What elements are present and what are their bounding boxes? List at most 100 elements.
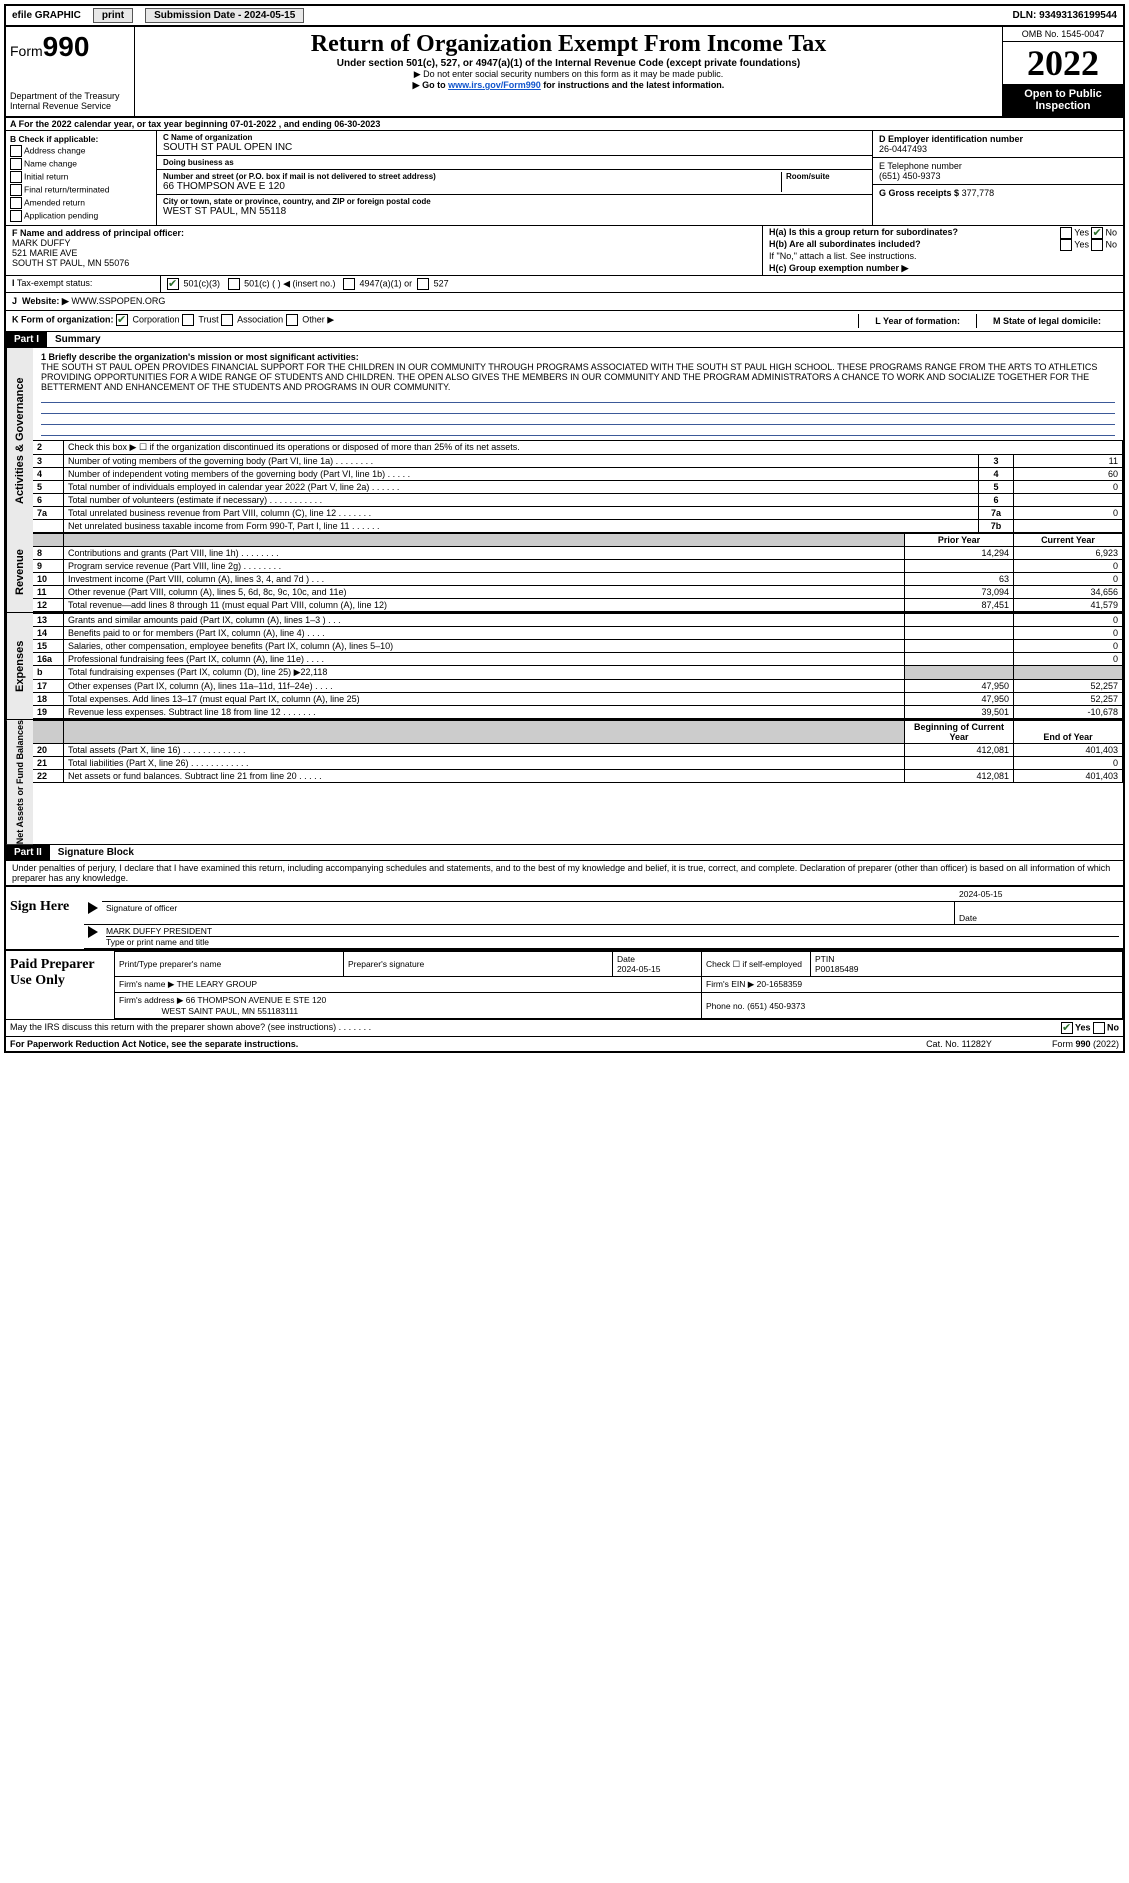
row-j: J Website: ▶ WWW.SSPOPEN.ORG <box>6 293 1123 311</box>
chk-corp[interactable] <box>116 314 128 326</box>
triangle-icon <box>88 902 98 914</box>
row-i: I Tax-exempt status: 501(c)(3) 501(c) ( … <box>6 276 1123 293</box>
officer-addr1: 521 MARIE AVE <box>12 248 77 258</box>
b-header: B Check if applicable: <box>10 134 98 144</box>
pra-notice: For Paperwork Reduction Act Notice, see … <box>10 1039 298 1049</box>
efile-label: efile GRAPHIC <box>12 10 81 21</box>
b-item-3: Final return/terminated <box>24 184 110 194</box>
chk-app-pending[interactable] <box>10 210 22 222</box>
form-word: Form <box>10 43 43 59</box>
part-2-header: Part II Signature Block <box>6 845 1123 861</box>
g-lbl: G Gross receipts $ <box>879 188 959 198</box>
footer: For Paperwork Reduction Act Notice, see … <box>6 1036 1123 1051</box>
i-o1: 501(c)(3) <box>184 278 221 288</box>
irs-label: Internal Revenue Service <box>10 101 130 111</box>
c-name-lbl: C Name of organization <box>163 133 866 142</box>
officer-name: MARK DUFFY <box>12 238 71 248</box>
d-lbl: D Employer identification number <box>879 134 1023 144</box>
k-o2: Trust <box>198 314 218 324</box>
b-item-2: Initial return <box>24 171 68 181</box>
row-k: K Form of organization: Corporation Trus… <box>6 311 1123 332</box>
part1-hdr: Part I <box>6 332 47 347</box>
tax-year: 2022 <box>1003 42 1123 84</box>
form990-link[interactable]: www.irs.gov/Form990 <box>448 80 541 90</box>
chk-initial-return[interactable] <box>10 171 22 183</box>
chk-name-change[interactable] <box>10 158 22 170</box>
part-1-header: Part I Summary <box>6 332 1123 348</box>
cat-no: Cat. No. 11282Y <box>926 1039 992 1049</box>
b-item-0: Address change <box>24 145 85 155</box>
sig-date-val: 2024-05-15 <box>959 889 1119 899</box>
expenses-section: Expenses 13Grants and similar amounts pa… <box>6 613 1123 720</box>
firm-name: THE LEARY GROUP <box>177 979 257 989</box>
m-lbl: M State of legal domicile: <box>993 316 1101 326</box>
sign-here-label: Sign Here <box>6 887 84 949</box>
block-f-h: F Name and address of principal officer:… <box>6 226 1123 276</box>
firm-addr2: WEST SAINT PAUL, MN 551183111 <box>162 1006 299 1016</box>
chk-assoc[interactable] <box>221 314 233 326</box>
chk-amended[interactable] <box>10 197 22 209</box>
city-val: WEST ST PAUL, MN 55118 <box>163 206 866 217</box>
col-b-checkboxes: B Check if applicable: Address change Na… <box>6 131 157 225</box>
top-bar: efile GRAPHIC print Submission Date - 20… <box>6 6 1123 27</box>
ptin-val: P00185489 <box>815 964 859 974</box>
chk-trust[interactable] <box>182 314 194 326</box>
hb-yes[interactable] <box>1060 239 1072 251</box>
mission-text: THE SOUTH ST PAUL OPEN PROVIDES FINANCIA… <box>41 362 1097 392</box>
prep-name-lbl: Print/Type preparer's name <box>115 952 344 977</box>
prep-date-lbl: Date <box>617 954 635 964</box>
b-item-5: Application pending <box>24 210 98 220</box>
side-na: Net Assets or Fund Balances <box>6 720 33 844</box>
side-rev: Revenue <box>6 533 33 612</box>
form-header: Form990 Department of the Treasury Inter… <box>6 27 1123 118</box>
firm-addr-lbl: Firm's address ▶ <box>119 995 183 1005</box>
discuss-q: May the IRS discuss this return with the… <box>10 1022 1061 1034</box>
triangle-icon-2 <box>88 926 98 938</box>
chk-other[interactable] <box>286 314 298 326</box>
chk-527[interactable] <box>417 278 429 290</box>
sig-officer-lbl: Signature of officer <box>106 903 177 913</box>
k-o3: Association <box>237 314 283 324</box>
h-note: If "No," attach a list. See instructions… <box>763 250 1123 262</box>
revenue-table: Prior YearCurrent Year8Contributions and… <box>33 533 1123 612</box>
dba-lbl: Doing business as <box>163 158 866 167</box>
submission-date-button[interactable]: Submission Date - 2024-05-15 <box>145 8 304 23</box>
sig-declaration: Under penalties of perjury, I declare th… <box>6 861 1123 885</box>
dept-label: Department of the Treasury <box>10 91 130 101</box>
mission-lbl: 1 Briefly describe the organization's mi… <box>41 352 359 362</box>
officer-print-name: MARK DUFFY PRESIDENT <box>106 926 212 936</box>
form-footer: Form 990 (2022) <box>1052 1039 1119 1049</box>
l-lbl: L Year of formation: <box>875 316 960 326</box>
paid-preparer-label: Paid Preparer Use Only <box>6 951 114 1019</box>
k-lbl: K Form of organization: <box>12 314 114 324</box>
line-a: A For the 2022 calendar year, or tax yea… <box>6 118 1123 131</box>
chk-final-return[interactable] <box>10 184 22 196</box>
ha-yes[interactable] <box>1060 227 1072 239</box>
part1-title: Summary <box>47 334 101 345</box>
activities-governance: Activities & Governance 1 Briefly descri… <box>6 348 1123 533</box>
b-item-1: Name change <box>24 158 77 168</box>
gross-receipts: 377,778 <box>962 188 995 198</box>
ha-no[interactable] <box>1091 227 1103 239</box>
j-lbl: Website: ▶ <box>22 296 69 306</box>
chk-501c3[interactable] <box>167 278 179 290</box>
discuss-yes[interactable] <box>1061 1022 1073 1034</box>
website-val: WWW.SSPOPEN.ORG <box>71 296 165 306</box>
discuss-row: May the IRS discuss this return with the… <box>6 1019 1123 1036</box>
part2-hdr: Part II <box>6 845 50 860</box>
chk-address-change[interactable] <box>10 145 22 157</box>
hc-lbl: H(c) Group exemption number ▶ <box>769 263 908 273</box>
discuss-no[interactable] <box>1093 1022 1105 1034</box>
firm-phone: (651) 450-9373 <box>747 1001 805 1011</box>
entity-block: B Check if applicable: Address change Na… <box>6 131 1123 226</box>
i-o2: 501(c) ( ) ◀ (insert no.) <box>244 278 335 288</box>
print-button[interactable]: print <box>93 8 133 23</box>
chk-4947[interactable] <box>343 278 355 290</box>
firm-addr1: 66 THOMPSON AVENUE E STE 120 <box>186 995 326 1005</box>
firm-ein-lbl: Firm's EIN ▶ <box>706 979 754 989</box>
side-ag: Activities & Governance <box>6 348 33 533</box>
print-name-lbl: Type or print name and title <box>106 936 1119 947</box>
chk-501c[interactable] <box>228 278 240 290</box>
omb-number: OMB No. 1545-0047 <box>1003 27 1123 42</box>
hb-no[interactable] <box>1091 239 1103 251</box>
